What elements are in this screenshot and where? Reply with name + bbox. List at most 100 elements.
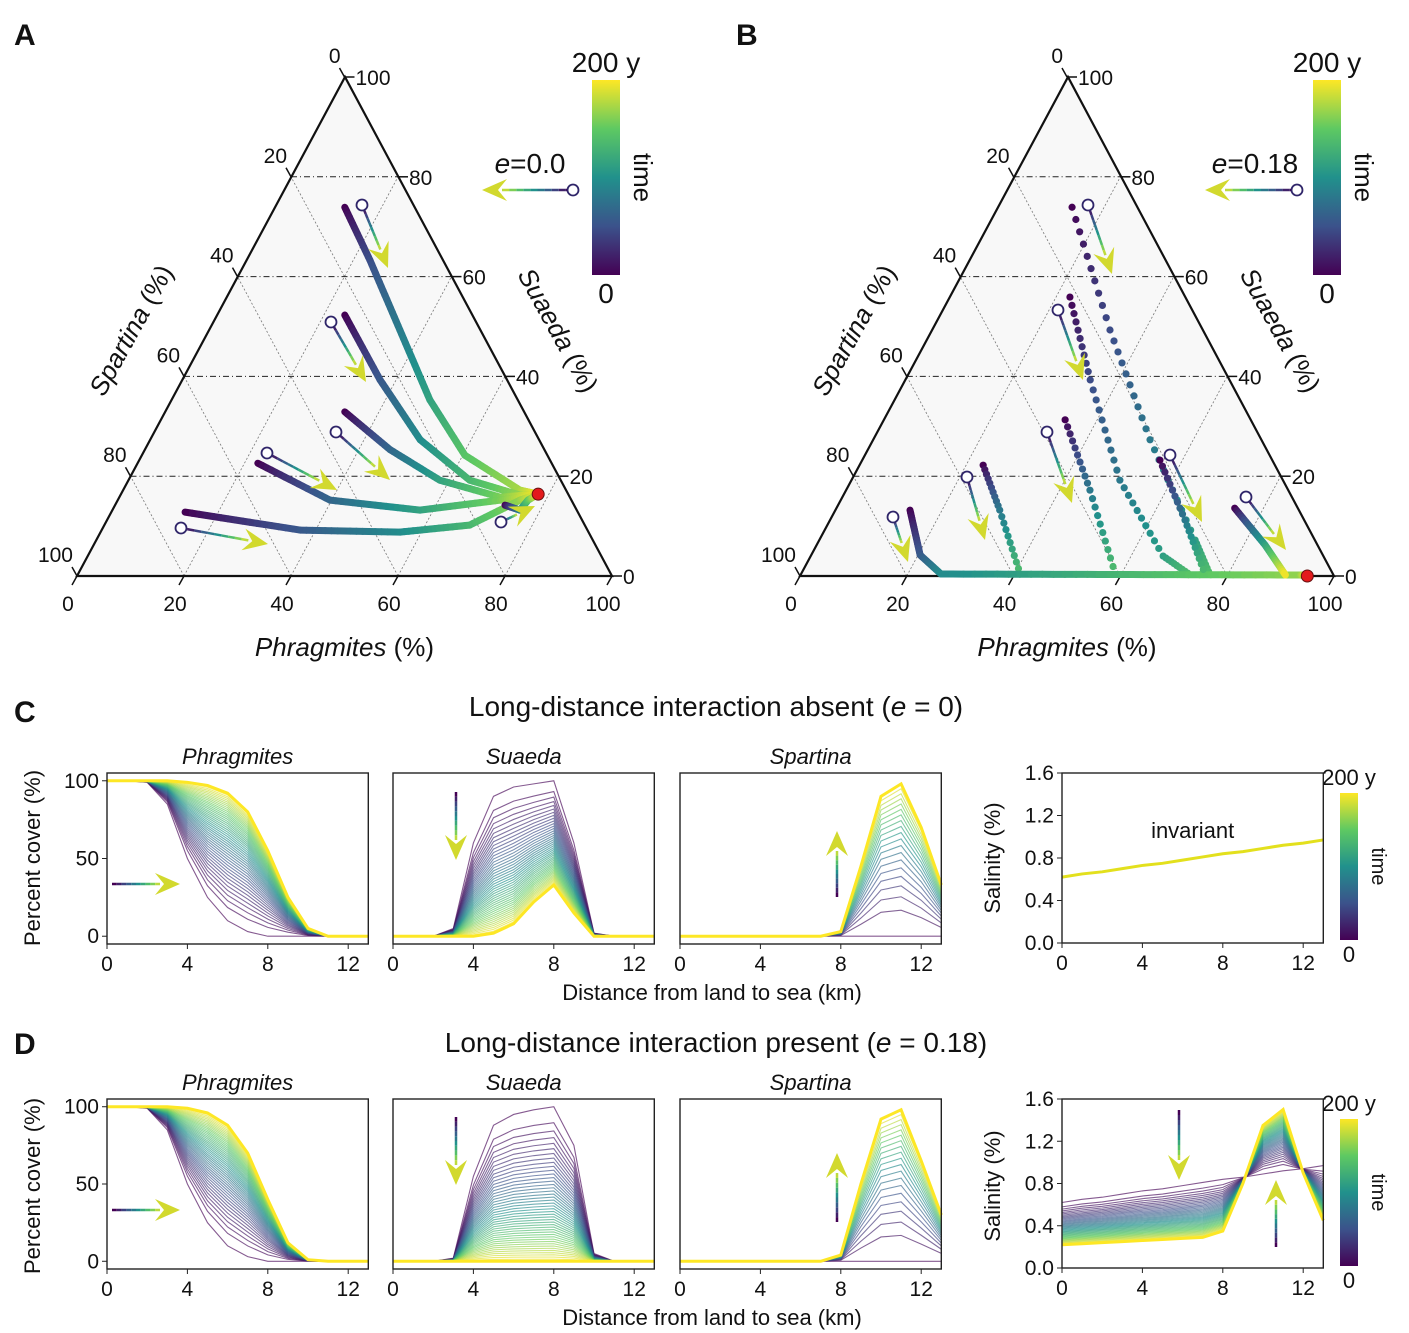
trajectory-point — [1078, 465, 1087, 473]
start-marker — [494, 515, 508, 529]
tick-label-spartina: 40 — [210, 245, 233, 268]
trajectory-point — [1073, 451, 1082, 459]
line-plot-D-suaeda: 0 4 8 12 Suaeda — [387, 1070, 655, 1301]
time-step-curve — [1061, 1128, 1324, 1232]
tick-phragmites — [71, 575, 78, 586]
trend-arrow — [1265, 1180, 1287, 1247]
e-parameter-label: e=0.18 — [1212, 148, 1298, 179]
arrow-shaft — [287, 462, 294, 468]
trajectory-point — [1078, 343, 1086, 351]
y-tick-label: 0.8 — [1025, 847, 1054, 870]
trajectory-point — [1081, 472, 1089, 480]
trend-arrow — [112, 873, 180, 895]
x-tick-label: 4 — [468, 1278, 480, 1301]
time-step-curve — [680, 851, 942, 937]
time-step-curve — [1061, 1163, 1324, 1208]
arrow-head-icon — [368, 240, 389, 268]
axis-species: Spartina — [805, 301, 878, 400]
line-plot-C-suaeda: 0 4 8 12 Suaeda — [387, 744, 655, 976]
arrow-head-icon — [1265, 1180, 1287, 1205]
x-tick-label: 4 — [755, 1278, 767, 1301]
arrow-shaft — [337, 334, 343, 340]
arrow-shaft — [1256, 511, 1261, 517]
x-tick-label: 4 — [468, 953, 480, 976]
trajectory-point — [1163, 474, 1172, 482]
trajectory-point — [1158, 462, 1167, 470]
subplot-title: Spartina — [770, 1070, 852, 1095]
curve-family — [680, 1107, 943, 1263]
arrow-shaft — [1187, 493, 1193, 500]
arrow-shaft — [1064, 330, 1069, 337]
axis-species: Phragmites — [255, 632, 387, 662]
arrow-head-icon — [1205, 179, 1230, 201]
arrow-head-icon — [445, 1160, 467, 1185]
time-step-curve — [393, 1196, 655, 1262]
trajectory-point — [1101, 537, 1109, 545]
arrow-shaft — [350, 444, 357, 451]
tick-label-suaeda: 0 — [623, 566, 635, 589]
arrow-shaft — [1071, 350, 1076, 357]
trajectory-point — [1183, 522, 1191, 530]
x-tick-label: 12 — [910, 1278, 933, 1301]
row-title-d: Long-distance interaction present (e = 0… — [445, 1027, 987, 1058]
time-step-curve — [1061, 1119, 1324, 1238]
trajectory-point — [1066, 430, 1074, 438]
axis-label-spartina: Spartina (%) — [805, 260, 901, 401]
trajectory-point — [1129, 499, 1137, 507]
tick-spartina — [338, 67, 346, 78]
initial-state-arrow — [960, 470, 989, 540]
time-step-curve — [1061, 1112, 1324, 1243]
trajectory-point — [1092, 396, 1100, 404]
trajectory-point — [1098, 301, 1107, 310]
subplot-title: Phragmites — [182, 1070, 293, 1095]
gridline-spartina — [853, 476, 908, 577]
trajectory-point — [1142, 425, 1150, 433]
x-axis-label-distance-c: Distance from land to sea (km) — [562, 980, 862, 1005]
arrow-shaft — [358, 451, 365, 458]
time-step-curve — [1061, 1140, 1324, 1224]
time-step-curve — [393, 1122, 655, 1262]
initial-state-arrow — [494, 506, 535, 529]
trajectory — [181, 490, 542, 536]
trajectory-point — [1101, 426, 1109, 434]
trajectory-point — [1089, 386, 1097, 394]
row-title-c: Long-distance interaction absent (e = 0) — [469, 691, 963, 722]
panel-label-a: A — [14, 19, 36, 52]
start-marker — [1290, 183, 1304, 197]
trajectory-point — [1161, 468, 1169, 476]
time-step-curve — [680, 844, 942, 937]
start-marker — [174, 521, 188, 535]
trend-arrow — [445, 1117, 467, 1185]
start-marker — [1239, 490, 1253, 504]
panel-label-d: D — [14, 1028, 36, 1061]
start-marker — [260, 446, 274, 460]
line-plot-C-salinity: 0 4 8 12 0.0 0.4 0.8 1.2 1.6 invariant — [1025, 762, 1324, 975]
arrow-shaft — [308, 474, 315, 479]
line-plot-C-spartina: 0 4 8 12 Spartina — [674, 744, 943, 976]
time-step-curve — [1061, 1129, 1324, 1231]
x-tick-label: 0 — [101, 953, 113, 976]
trajectory-point — [1107, 446, 1115, 454]
curve-family — [107, 779, 369, 938]
time-step-curve — [680, 1107, 943, 1263]
arrow-shaft — [977, 516, 981, 522]
arrow-shaft — [194, 529, 202, 533]
arrow-shaft — [969, 489, 974, 495]
gridline-phragmites — [397, 376, 506, 577]
tick-label-suaeda: 0 — [1345, 566, 1357, 589]
trajectory-point — [1110, 456, 1118, 464]
time-step-curve — [1061, 838, 1324, 879]
time-step-curve — [393, 850, 655, 937]
time-step-curve — [1061, 1113, 1324, 1242]
initial-state-arrow — [324, 315, 366, 382]
arrow-shaft — [899, 540, 903, 544]
time-step-curve — [1061, 1160, 1324, 1210]
tick-label-phragmites: 100 — [585, 593, 620, 616]
tick-label-phragmites: 80 — [1207, 593, 1230, 616]
plot-frame — [392, 772, 655, 945]
tick-label-suaeda: 100 — [1078, 67, 1113, 90]
arrow-shaft — [241, 537, 249, 542]
arrow-shaft — [347, 351, 353, 357]
arrow-shaft — [1090, 214, 1095, 221]
arrow-shaft — [1067, 340, 1072, 347]
